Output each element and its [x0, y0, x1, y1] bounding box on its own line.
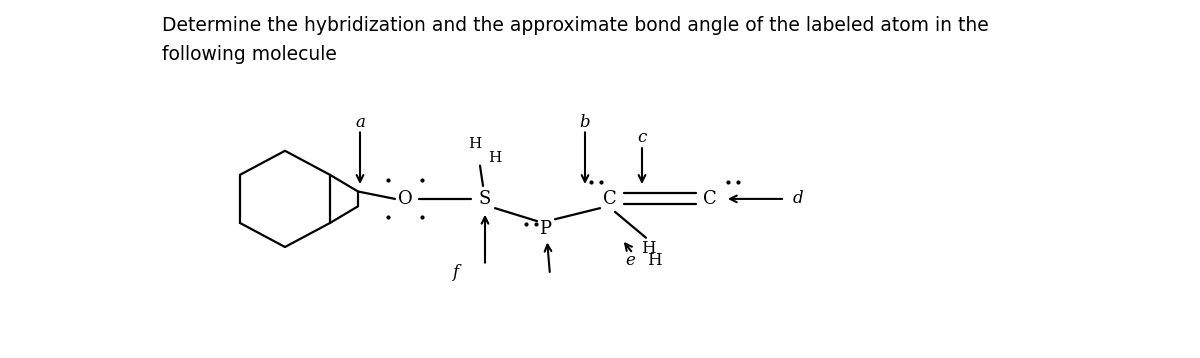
Text: Determine the hybridization and the approximate bond angle of the labeled atom i: Determine the hybridization and the appr… [162, 16, 989, 35]
Text: H: H [641, 240, 655, 257]
Text: a: a [355, 113, 365, 131]
Text: e: e [625, 252, 635, 269]
Text: O: O [397, 190, 413, 208]
Text: P: P [539, 219, 551, 237]
Text: S: S [479, 190, 491, 208]
Text: H: H [647, 252, 661, 269]
Text: C: C [604, 190, 617, 208]
Text: d: d [793, 190, 804, 207]
Text: C: C [703, 190, 716, 208]
Text: following molecule: following molecule [162, 45, 337, 64]
Text: H: H [468, 137, 481, 151]
Text: c: c [637, 129, 647, 146]
Text: b: b [580, 113, 590, 131]
Text: H: H [488, 151, 502, 165]
Text: f: f [452, 265, 458, 281]
